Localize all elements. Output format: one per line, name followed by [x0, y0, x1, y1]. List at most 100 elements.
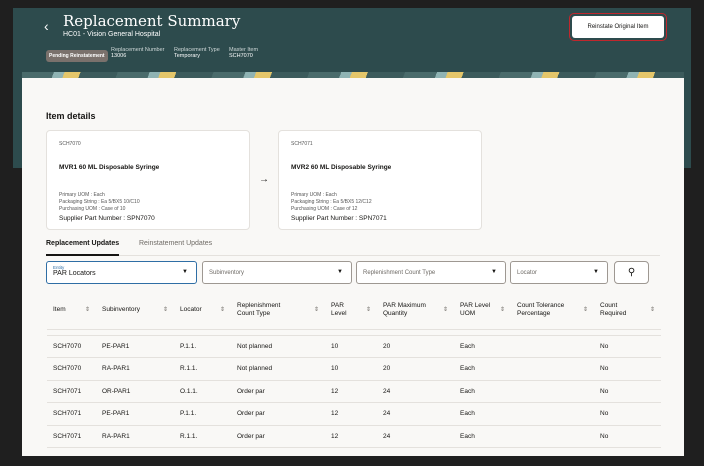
original-item-card: SCH7070 MVR1 60 ML Disposable Syringe Pr… [46, 130, 250, 230]
column-header[interactable]: Locator ⇕ [174, 292, 231, 330]
back-icon[interactable]: ‹ [44, 18, 49, 34]
table-cell: Not planned [231, 357, 325, 381]
table-row[interactable]: SCH7071 RA-PAR1 R.1.1. Order par 12 24 Each No [47, 425, 661, 448]
table-row[interactable]: SCH7070 RA-PAR1 R.1.1. Not planned 10 20 Each N… [47, 357, 661, 381]
table-row[interactable]: SCH7070 PE-PAR1 P.1.1. Not planned 10 20 Each N… [47, 335, 661, 358]
meta-label: Replacement Type [174, 47, 220, 53]
meta-replacement-number: Replacement Number 13006 [111, 47, 165, 59]
page-subtitle: HC01 - Vision General Hospital [63, 31, 161, 38]
chevron-down-icon: ▼ [593, 269, 599, 275]
table-cell: 20 [377, 357, 454, 381]
table-cell: Not planned [231, 335, 325, 358]
packaging-string: Packaging String : Ea 5/BX5 10/C10 [59, 199, 140, 205]
column-header[interactable]: PAR Maximum Quantity ⇕ [377, 292, 454, 330]
table-cell: Each [454, 402, 511, 426]
section-title: Item details [46, 111, 96, 121]
table-cell: 12 [325, 380, 377, 403]
packaging-string: Packaging String : Ea 5/BX5 12/C12 [291, 199, 372, 205]
sort-icon[interactable]: ⇕ [162, 307, 168, 314]
supplier-part-number: Supplier Part Number : SPN7071 [291, 215, 387, 222]
primary-uom: Primary UOM : Each [291, 192, 337, 198]
meta-replacement-type: Replacement Type Temporary [174, 47, 220, 59]
tab-bar: Replacement Updates Reinstatement Update… [46, 238, 660, 256]
table-cell: PE-PAR1 [96, 402, 174, 426]
column-header[interactable]: Subinventory ⇕ [96, 292, 174, 330]
meta-value: SCH7070 [229, 53, 253, 59]
page-title: Replacement Summary [63, 12, 241, 30]
table-cell: R.1.1. [174, 425, 231, 448]
table-cell: Each [454, 335, 511, 358]
table-cell: Order par [231, 425, 325, 448]
column-header[interactable]: PAR Level ⇕ [325, 292, 377, 330]
sort-icon[interactable]: ⇕ [365, 307, 371, 314]
table-cell: 12 [325, 425, 377, 448]
search-button[interactable]: ⚲ [614, 261, 649, 284]
sort-icon[interactable]: ⇕ [219, 307, 225, 314]
chevron-down-icon: ▼ [182, 269, 188, 275]
table-cell: No [594, 425, 661, 448]
table-cell: SCH7071 [47, 425, 96, 448]
count-type-select[interactable]: Replenishment Count Type ▼ [356, 261, 506, 284]
chevron-down-icon: ▼ [491, 269, 497, 275]
table-cell: 24 [377, 402, 454, 426]
table-row[interactable]: SCH7071 OR-PAR1 O.1.1. Order par 12 24 Each No [47, 380, 661, 403]
arrow-right-icon: → [259, 174, 269, 185]
sort-icon[interactable]: ⇕ [84, 307, 90, 314]
entity-label: Entity [53, 265, 65, 270]
table-cell: 24 [377, 380, 454, 403]
sort-icon[interactable]: ⇕ [582, 307, 588, 314]
table-cell: Each [454, 425, 511, 448]
column-header-label: Count Required [600, 302, 627, 318]
table-cell: SCH7070 [47, 335, 96, 358]
table-cell [511, 380, 594, 403]
table-cell: No [594, 402, 661, 426]
table-cell: 24 [377, 425, 454, 448]
table-cell: Order par [231, 402, 325, 426]
supplier-part-number: Supplier Part Number : SPN7070 [59, 215, 155, 222]
table-cell [511, 402, 594, 426]
table-cell: 10 [325, 357, 377, 381]
chevron-down-icon: ▼ [337, 269, 343, 275]
tab-replacement-updates[interactable]: Replacement Updates [46, 240, 120, 256]
table-cell: Each [454, 357, 511, 381]
table-row[interactable]: SCH7071 PE-PAR1 P.1.1. Order par 12 24 Each No [47, 402, 661, 426]
column-header-label: PAR Level UOM [460, 302, 491, 318]
table-cell: O.1.1. [174, 380, 231, 403]
meta-label: Master Item [229, 47, 259, 53]
table-cell: P.1.1. [174, 402, 231, 426]
table-cell [511, 425, 594, 448]
meta-label: Replacement Number [111, 47, 165, 53]
column-header[interactable]: PAR Level UOM ⇕ [454, 292, 511, 330]
table-cell: PE-PAR1 [96, 335, 174, 358]
primary-uom: Primary UOM : Each [59, 192, 105, 198]
table-cell: OR-PAR1 [96, 380, 174, 403]
column-header[interactable]: Item ⇕ [47, 292, 96, 330]
column-header[interactable]: Count Tolerance Percentage ⇕ [511, 292, 594, 330]
locator-placeholder: Locator [517, 269, 538, 276]
reinstate-original-item-button[interactable]: Reinstate Original Item [569, 13, 667, 41]
replacement-item-card: SCH7071 MVR2 60 ML Disposable Syringe Pr… [278, 130, 482, 230]
column-header[interactable]: Replenishment Count Type ⇕ [231, 292, 325, 330]
tab-reinstatement-updates[interactable]: Reinstatement Updates [139, 240, 213, 247]
table-cell: No [594, 380, 661, 403]
column-header[interactable]: Count Required ⇕ [594, 292, 661, 330]
entity-select[interactable]: Entity PAR Locators ▼ [46, 261, 197, 284]
table-cell: No [594, 357, 661, 381]
sort-icon[interactable]: ⇕ [499, 307, 505, 314]
sort-icon[interactable]: ⇕ [649, 307, 655, 314]
sort-icon[interactable]: ⇕ [442, 307, 448, 314]
table-cell: SCH7070 [47, 357, 96, 381]
meta-value: Temporary [174, 53, 200, 59]
purchasing-uom: Purchasing UOM : Case of 10 [59, 206, 126, 212]
locator-select[interactable]: Locator ▼ [510, 261, 608, 284]
column-header-label: Count Tolerance Percentage [517, 302, 565, 318]
table-cell: 10 [325, 335, 377, 358]
count-type-placeholder: Replenishment Count Type [363, 269, 436, 276]
sort-icon[interactable]: ⇕ [313, 307, 319, 314]
table-cell: Order par [231, 380, 325, 403]
item-name: MVR1 60 ML Disposable Syringe [59, 164, 160, 171]
entity-value: PAR Locators [53, 270, 96, 277]
column-header-label: Item [53, 306, 66, 314]
subinventory-placeholder: Subinventory [209, 269, 245, 276]
subinventory-select[interactable]: Subinventory ▼ [202, 261, 352, 284]
